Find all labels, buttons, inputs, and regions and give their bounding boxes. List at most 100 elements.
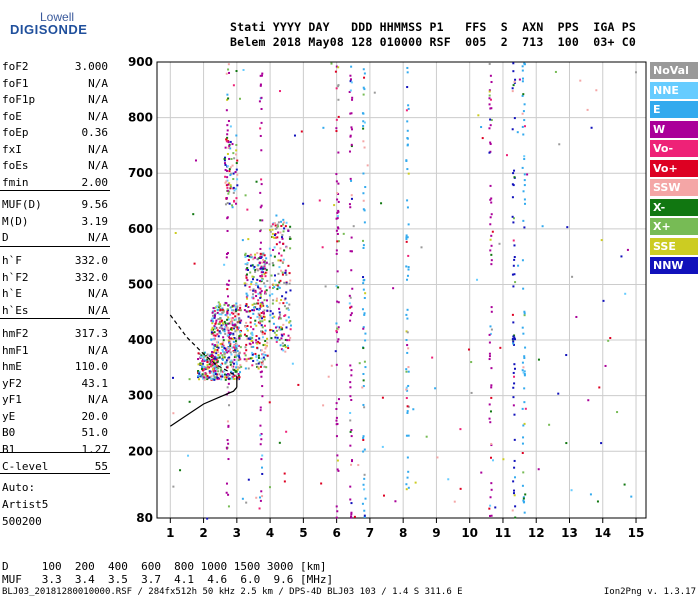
echo-point	[522, 190, 525, 193]
echo-point	[262, 353, 265, 356]
separator-line	[0, 318, 110, 319]
echo-point	[260, 107, 263, 110]
echo-point	[219, 370, 222, 373]
echo-point	[381, 445, 384, 448]
echo-point	[263, 351, 266, 354]
echo-point	[362, 372, 365, 375]
echo-point	[226, 133, 229, 136]
echo-point	[616, 411, 619, 414]
echo-point	[224, 378, 227, 381]
echo-point	[265, 261, 268, 264]
echo-point	[453, 500, 456, 503]
echo-point	[258, 316, 261, 319]
echo-point	[216, 341, 219, 344]
echo-point	[405, 434, 408, 437]
echo-point	[522, 219, 525, 222]
echo-point	[226, 129, 229, 132]
echo-point	[282, 349, 285, 352]
echo-point	[280, 269, 283, 272]
echo-point	[406, 66, 409, 69]
echo-point	[219, 322, 222, 325]
echo-point	[350, 460, 353, 463]
echo-point	[246, 263, 249, 266]
echo-point	[224, 322, 227, 325]
echo-point	[251, 275, 254, 278]
echo-point	[278, 307, 281, 310]
echo-point	[235, 70, 238, 73]
param-value: 2.00	[81, 175, 109, 189]
echo-point	[514, 78, 517, 81]
echo-point	[350, 179, 353, 182]
echo-point	[251, 264, 254, 267]
param-value: 0.36	[81, 126, 109, 139]
echo-point	[235, 143, 238, 146]
echo-point	[494, 506, 497, 509]
echo-point	[265, 345, 268, 348]
echo-point	[604, 364, 607, 367]
echo-point	[224, 362, 227, 365]
echo-point	[275, 297, 278, 300]
echo-point	[324, 285, 327, 288]
echo-point	[336, 232, 339, 235]
echo-point	[337, 210, 340, 213]
param-name: D	[2, 231, 9, 244]
echo-point	[278, 252, 281, 255]
echo-point	[288, 237, 291, 240]
echo-point	[285, 319, 288, 322]
echo-point	[287, 334, 290, 337]
echo-point	[237, 355, 240, 358]
echo-point	[215, 373, 218, 376]
echo-point	[285, 326, 288, 329]
echo-point	[405, 234, 408, 237]
echo-point	[207, 366, 210, 369]
echo-point	[521, 166, 524, 169]
echo-point	[335, 87, 338, 90]
echo-point	[227, 493, 230, 496]
echo-point	[363, 278, 366, 281]
echo-point	[225, 72, 228, 75]
echo-point	[212, 310, 215, 313]
echo-point	[258, 261, 261, 264]
separator-line	[0, 473, 110, 474]
echo-point	[261, 269, 264, 272]
echo-point	[236, 344, 239, 347]
echo-point	[262, 315, 265, 318]
legend-item: X+	[650, 218, 698, 235]
file-info: BLJ03_20181280010000.RSF / 284fx512h 50 …	[2, 587, 463, 597]
echo-point	[521, 442, 524, 445]
echo-point	[216, 311, 219, 314]
echo-point	[224, 313, 227, 316]
echo-point	[247, 268, 250, 271]
echo-point	[363, 313, 366, 316]
echo-point	[223, 162, 226, 165]
echo-point	[244, 263, 247, 266]
echo-point	[330, 364, 333, 367]
echo-point	[211, 343, 214, 346]
echo-point	[261, 395, 264, 398]
echo-point	[407, 104, 410, 107]
echo-point	[513, 117, 516, 120]
echo-point	[270, 225, 273, 228]
param-value: 20.0	[81, 409, 109, 423]
echo-point	[247, 478, 250, 481]
echo-point	[215, 358, 218, 361]
echo-point	[215, 356, 218, 359]
echo-point	[221, 343, 224, 346]
echo-point	[512, 84, 515, 87]
echo-point	[226, 372, 229, 375]
echo-point	[521, 69, 524, 72]
echo-point	[251, 331, 254, 334]
echo-point	[513, 273, 516, 276]
echo-point	[254, 270, 257, 273]
echo-point	[231, 323, 234, 326]
echo-point	[256, 284, 259, 287]
echo-point	[257, 362, 260, 365]
echo-point	[279, 247, 282, 250]
echo-point	[261, 361, 264, 364]
echo-point	[236, 368, 239, 371]
echo-point	[336, 198, 339, 201]
echo-point	[261, 362, 264, 365]
echo-point	[259, 365, 262, 368]
echo-point	[206, 378, 209, 381]
